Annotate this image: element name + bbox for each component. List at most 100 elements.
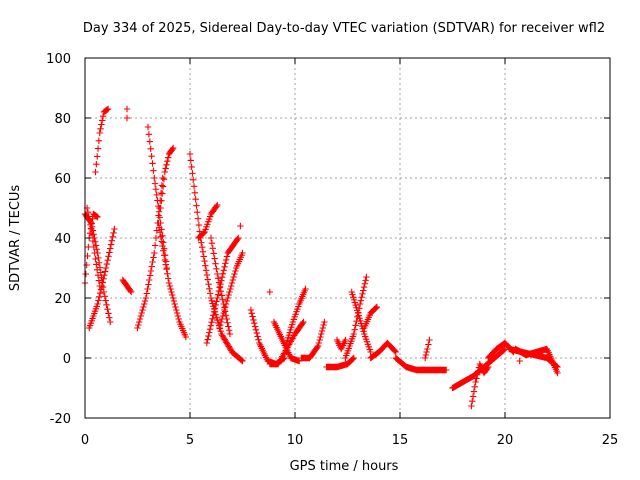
data-point (175, 315, 182, 323)
data-point (352, 322, 359, 329)
x-axis-label: GPS time / hours (290, 459, 399, 474)
data-point (235, 234, 242, 242)
data-point (142, 294, 150, 302)
data-point (201, 257, 208, 265)
data-point (469, 393, 477, 400)
data-point (222, 303, 229, 311)
data-point (151, 174, 158, 182)
data-point (101, 293, 108, 300)
data-point (470, 388, 478, 395)
data-point (224, 319, 231, 326)
data-point (190, 183, 198, 190)
data-point (349, 355, 357, 362)
data-point (146, 276, 153, 284)
data-point (227, 282, 235, 290)
x-tick-label: 10 (287, 433, 304, 448)
data-point (209, 245, 216, 252)
data-point (161, 168, 168, 176)
data-point (160, 176, 168, 183)
data-point (101, 272, 108, 279)
data-point (214, 316, 221, 324)
data-point (210, 312, 217, 319)
data-point (91, 249, 98, 257)
data-point (97, 125, 104, 132)
y-tick-label: 20 (54, 292, 71, 307)
data-point (160, 239, 167, 246)
data-point (102, 297, 109, 304)
data-point (159, 232, 166, 240)
data-point (104, 106, 111, 113)
data-point (98, 121, 105, 128)
data-point (187, 157, 195, 164)
data-point (96, 129, 103, 137)
data-point (473, 375, 480, 382)
data-point (350, 330, 357, 338)
data-point (94, 145, 102, 152)
data-point (123, 105, 131, 113)
data-point (94, 272, 102, 279)
data-point (225, 327, 233, 334)
data-point (321, 318, 328, 326)
data-point (223, 253, 231, 260)
data-point (194, 208, 201, 216)
data-point (108, 237, 116, 244)
data-point (86, 217, 93, 224)
data-point (211, 305, 219, 312)
data-point (93, 153, 101, 160)
data-point (215, 275, 222, 282)
data-point (106, 249, 113, 256)
data-point (229, 276, 237, 284)
data-point (170, 297, 178, 305)
data-point (164, 154, 172, 161)
data-point (147, 267, 155, 275)
data-point (214, 291, 222, 298)
data-point (206, 285, 213, 292)
data-point (84, 209, 92, 216)
data-point (101, 268, 109, 275)
data-point (203, 271, 211, 279)
data-point (159, 242, 166, 250)
data-point (468, 402, 475, 410)
data-point (219, 296, 226, 303)
data-point (469, 398, 476, 405)
data-point (137, 312, 145, 320)
data-point (144, 123, 152, 131)
data-point (216, 324, 223, 332)
data-point (226, 288, 233, 296)
data-point (88, 225, 95, 233)
data-point (143, 290, 150, 297)
data-point (95, 259, 103, 266)
data-point (93, 261, 100, 268)
data-point (163, 161, 170, 168)
data-point (319, 324, 327, 332)
data-point (173, 309, 181, 317)
data-point (95, 297, 102, 304)
x-tick-label: 25 (602, 433, 619, 448)
data-point (93, 161, 100, 168)
data-point (102, 264, 110, 272)
data-point (151, 180, 159, 187)
data-point (103, 301, 110, 309)
data-point (88, 231, 96, 239)
data-point (170, 144, 177, 152)
data-point (95, 277, 103, 284)
data-point (209, 300, 216, 307)
data-point (104, 105, 112, 113)
data-point (425, 341, 432, 348)
data-point (159, 183, 167, 190)
data-point (199, 248, 207, 256)
data-point (213, 314, 220, 321)
data-point (99, 113, 107, 120)
data-point (85, 213, 92, 220)
data-point (85, 243, 92, 251)
data-point (208, 239, 216, 247)
data-point (141, 300, 148, 308)
data-point (83, 261, 90, 269)
y-tick-label: 60 (54, 172, 71, 187)
data-point (253, 329, 260, 337)
data-point (99, 117, 106, 124)
data-point (109, 233, 116, 240)
data-point (203, 339, 210, 347)
data-point (220, 267, 227, 274)
